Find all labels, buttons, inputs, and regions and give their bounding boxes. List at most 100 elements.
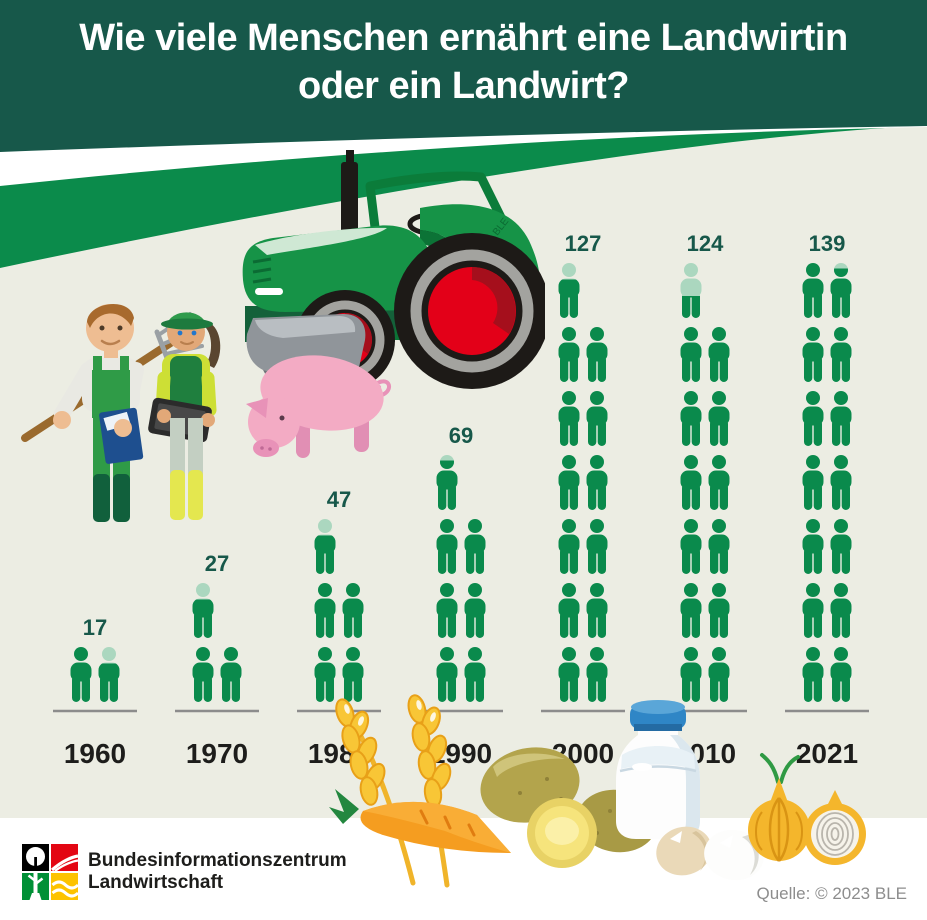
person-icon bbox=[558, 391, 580, 446]
farmer-woman bbox=[148, 312, 221, 520]
year-label: 1960 bbox=[64, 738, 126, 769]
person-icon bbox=[708, 391, 730, 446]
wheat-icon bbox=[335, 694, 452, 888]
pig-illustration bbox=[246, 355, 392, 458]
person-icon bbox=[708, 327, 730, 382]
header-curves bbox=[0, 0, 927, 268]
value-label: 124 bbox=[687, 231, 724, 256]
value-label: 127 bbox=[565, 231, 602, 256]
milk-bottle-icon bbox=[616, 700, 700, 839]
person-icon bbox=[830, 647, 852, 702]
person-icon bbox=[342, 583, 364, 638]
person-icon bbox=[802, 327, 824, 382]
person-icon-partial bbox=[680, 263, 702, 318]
source-credit: Quelle: © 2023 BLE bbox=[756, 884, 907, 903]
person-icon bbox=[830, 391, 852, 446]
title-line-1: Wie viele Menschen ernährt eine Landwirt… bbox=[79, 17, 848, 59]
person-icon bbox=[802, 263, 824, 318]
tractor-rear-wheel bbox=[394, 233, 545, 389]
tractor-grill-vents bbox=[252, 257, 272, 284]
person-icon-partial bbox=[314, 519, 336, 574]
value-label: 69 bbox=[449, 423, 473, 448]
person-icon bbox=[680, 391, 702, 446]
org-line-2: Landwirtschaft bbox=[88, 872, 224, 893]
person-icon bbox=[436, 519, 458, 574]
farmer-man-hand-left bbox=[53, 411, 71, 429]
header-panel bbox=[0, 0, 927, 152]
person-icon bbox=[586, 519, 608, 574]
value-label: 139 bbox=[809, 231, 846, 256]
person-icon bbox=[708, 455, 730, 510]
eggs-icon bbox=[656, 826, 764, 881]
person-icon-partial bbox=[98, 647, 120, 702]
tractor-cab-frame bbox=[365, 171, 529, 269]
farmers-illustration bbox=[21, 304, 221, 522]
person-icon bbox=[70, 647, 92, 702]
tractor-exhaust-tip bbox=[346, 150, 354, 164]
value-label: 17 bbox=[83, 615, 107, 640]
logo-yellow-waves bbox=[51, 880, 80, 890]
farmer-man-hand-right bbox=[114, 419, 132, 437]
person-icon bbox=[802, 647, 824, 702]
year-label: 1970 bbox=[186, 738, 248, 769]
person-icon bbox=[802, 583, 824, 638]
year-column-1960: 17 1960 bbox=[53, 615, 137, 769]
person-icon bbox=[708, 583, 730, 638]
person-icon bbox=[680, 583, 702, 638]
person-icon bbox=[680, 455, 702, 510]
title-line-2: oder ein Landwirt? bbox=[298, 65, 629, 107]
onion-half-icon bbox=[804, 790, 866, 865]
person-icon bbox=[802, 391, 824, 446]
person-icon-partial bbox=[192, 583, 214, 638]
value-label: 27 bbox=[205, 551, 229, 576]
milk-eggs-illustration bbox=[616, 700, 764, 881]
org-line-1: Bundesinformationszentrum bbox=[88, 850, 347, 871]
person-icon bbox=[830, 327, 852, 382]
person-icon-partial bbox=[436, 455, 458, 510]
person-icon bbox=[558, 519, 580, 574]
person-icon bbox=[464, 519, 486, 574]
pig-eye bbox=[279, 415, 285, 421]
bzl-logo bbox=[22, 844, 80, 900]
person-icon bbox=[802, 455, 824, 510]
person-icon bbox=[586, 327, 608, 382]
pig-nostril-right bbox=[268, 447, 272, 451]
person-icon bbox=[464, 583, 486, 638]
onion-whole-icon bbox=[748, 753, 810, 862]
year-column-1970: 27 1970 bbox=[175, 551, 259, 769]
wheat-carrot-potato-illustration bbox=[329, 694, 655, 888]
person-icon bbox=[220, 647, 242, 702]
person-icon bbox=[558, 583, 580, 638]
person-icon bbox=[586, 455, 608, 510]
person-icon bbox=[680, 519, 702, 574]
onions-illustration bbox=[748, 753, 866, 865]
person-icon bbox=[192, 647, 214, 702]
year-column-2021: 139 2021 bbox=[785, 231, 869, 769]
carrot-icon bbox=[329, 789, 511, 853]
pig-ear bbox=[246, 398, 268, 418]
person-icon bbox=[558, 455, 580, 510]
person-icon-partial bbox=[558, 263, 580, 318]
tractor-hood-highlight bbox=[255, 227, 387, 255]
organization-name: Bundesinformationszentrum Landwirtschaft bbox=[88, 850, 347, 894]
person-icon bbox=[436, 583, 458, 638]
person-icon bbox=[708, 519, 730, 574]
person-icon bbox=[680, 327, 702, 382]
person-icon bbox=[802, 519, 824, 574]
farmer-woman-ponytail bbox=[204, 322, 221, 368]
person-icon bbox=[314, 583, 336, 638]
page-title: Wie viele Menschen ernährt eine Landwirt… bbox=[0, 14, 927, 110]
pig-nostril-left bbox=[260, 446, 264, 450]
person-icon bbox=[586, 391, 608, 446]
person-icon bbox=[586, 583, 608, 638]
farmer-man bbox=[53, 304, 144, 522]
logo-tree-canopy bbox=[26, 847, 45, 866]
year-label: 2021 bbox=[796, 738, 858, 769]
person-icon bbox=[830, 519, 852, 574]
farmer-man-boots bbox=[93, 474, 110, 522]
farmer-man-hair bbox=[87, 304, 134, 328]
logo-red-curves bbox=[50, 854, 79, 872]
